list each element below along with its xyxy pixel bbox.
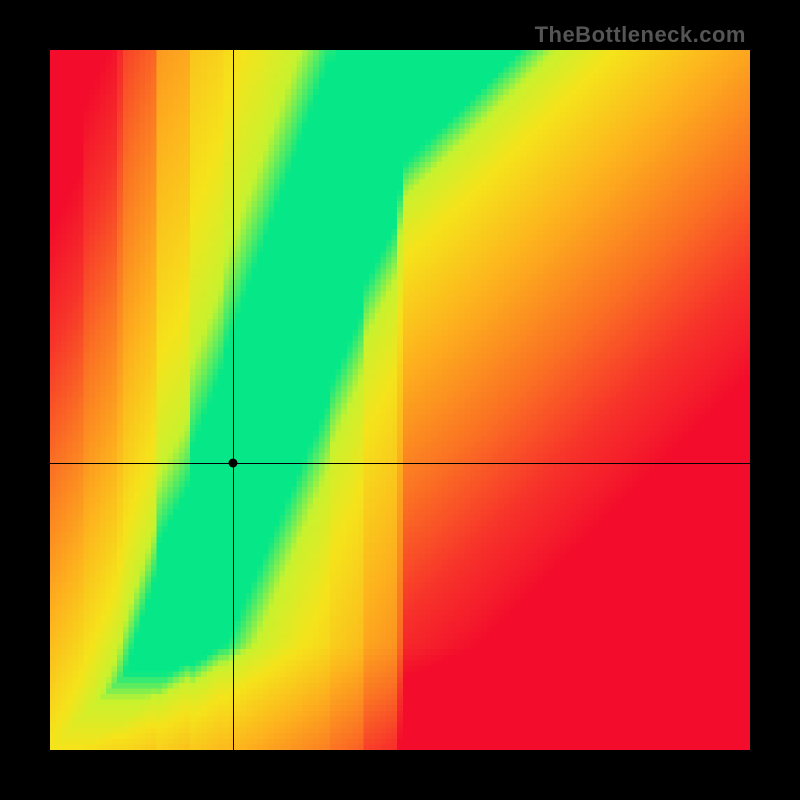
crosshair-vertical [233, 50, 234, 750]
crosshair-horizontal [50, 463, 750, 464]
bottleneck-heatmap [50, 50, 750, 750]
crosshair-marker [229, 459, 238, 468]
watermark-text: TheBottleneck.com [535, 22, 746, 48]
plot-area [50, 50, 750, 750]
